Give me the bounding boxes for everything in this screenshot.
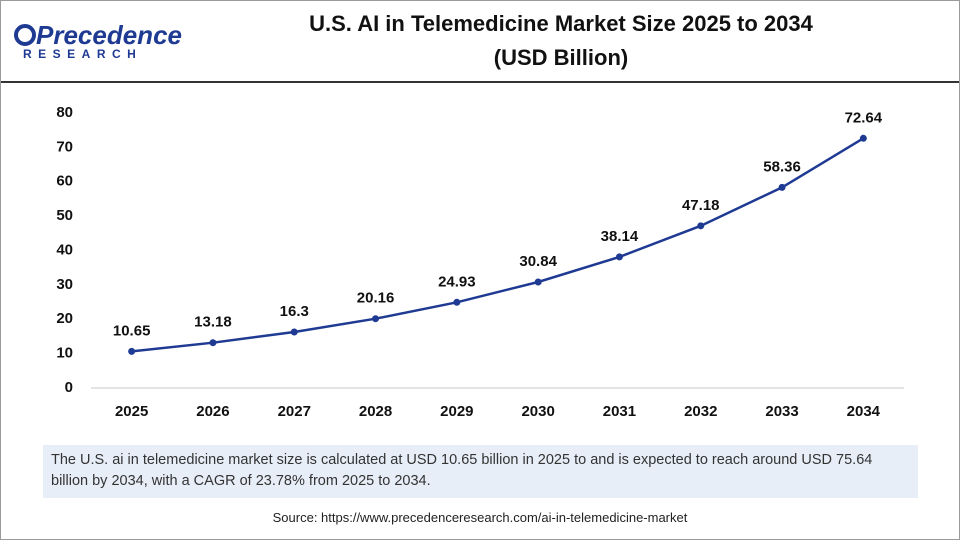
line [131, 137, 864, 353]
data-label: 20.16 [357, 290, 395, 307]
point [453, 298, 461, 306]
point [615, 253, 623, 261]
data-label: 24.93 [438, 273, 476, 290]
x-tick-label: 2030 [521, 403, 554, 420]
data-label: 72.64 [845, 109, 883, 126]
point [778, 183, 786, 191]
chart-subtitle: (USD Billion) [494, 45, 628, 70]
y-tick-label: 80 [56, 104, 73, 121]
y-tick-label: 60 [56, 173, 73, 190]
y-tick-label: 30 [56, 276, 73, 293]
point [128, 347, 136, 355]
x-tick-label: 2025 [115, 403, 148, 420]
y-tick-label: 40 [56, 241, 73, 258]
logo-name: Precedence [36, 20, 182, 50]
y-tick-label: 20 [56, 310, 73, 327]
y-tick-label: 10 [56, 345, 73, 362]
chart-title: U.S. AI in Telemedicine Market Size 2025… [309, 11, 814, 36]
point [290, 328, 298, 336]
y-tick-label: 70 [56, 138, 73, 155]
data-label: 38.14 [601, 228, 639, 245]
data-label: 30.84 [519, 253, 557, 270]
x-tick-label: 2031 [603, 403, 636, 420]
data-label: 13.18 [194, 314, 232, 331]
description: The U.S. ai in telemedicine market size … [43, 445, 918, 498]
x-tick-label: 2033 [765, 403, 798, 420]
point [372, 315, 380, 323]
logo-icon [14, 24, 36, 46]
data-label: 58.36 [763, 158, 801, 175]
point [859, 134, 867, 142]
y-tick-label: 50 [56, 207, 73, 224]
x-tick-label: 2026 [196, 403, 229, 420]
data-label: 10.65 [113, 322, 151, 339]
x-tick-label: 2032 [684, 403, 717, 420]
y-tick-label: 0 [65, 379, 73, 396]
source: Source: https://www.precedenceresearch.c… [272, 510, 688, 525]
x-tick-label: 2029 [440, 403, 473, 420]
x-tick-label: 2028 [359, 403, 392, 420]
logo-tagline: RESEARCH [23, 47, 142, 61]
point [534, 278, 542, 286]
x-tick-label: 2034 [847, 403, 881, 420]
point [697, 222, 705, 230]
chart: Precedence RESEARCH U.S. AI in Telemedic… [1, 11, 959, 420]
x-tick-label: 2027 [278, 403, 311, 420]
data-label: 16.3 [280, 303, 309, 320]
point [209, 339, 217, 347]
data-label: 47.18 [682, 197, 720, 214]
